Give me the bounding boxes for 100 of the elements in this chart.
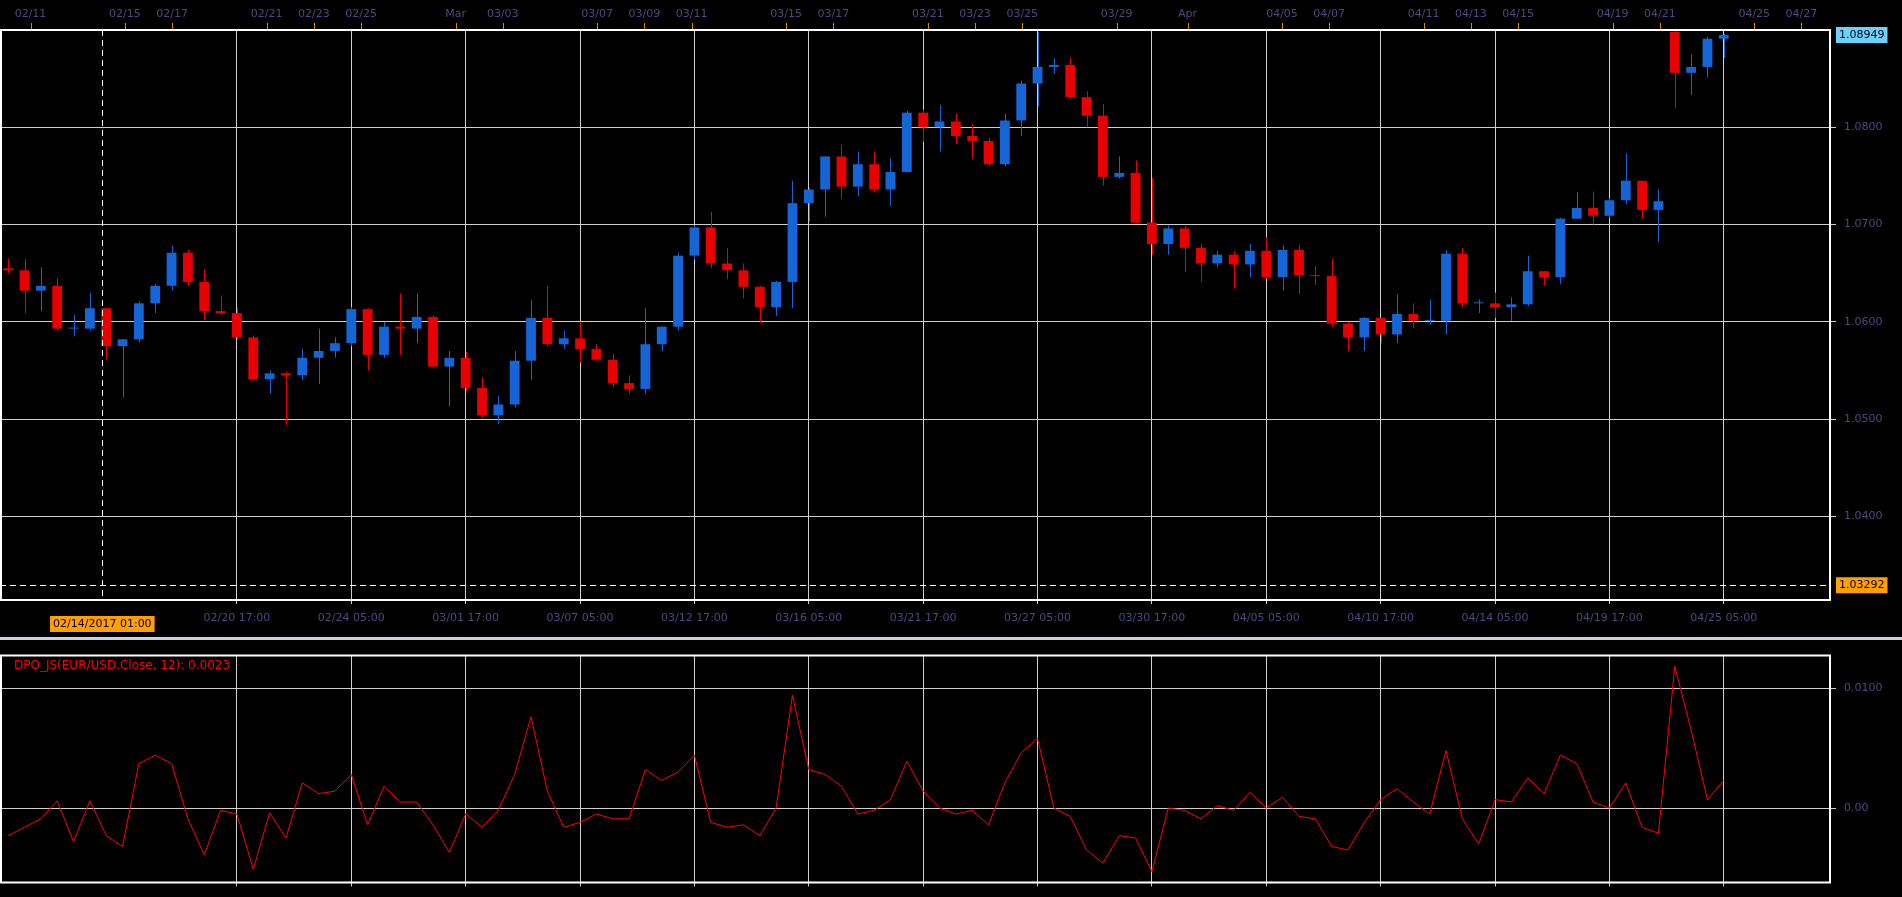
candlestick [1114, 155, 1125, 180]
y-tick-label: 1.0700 [1844, 217, 1883, 231]
x2-tick-label: 04/19 [1596, 7, 1629, 21]
candlestick [967, 123, 978, 159]
x2-tick-label: 03/23 [959, 7, 991, 21]
x-tick-label: 04/14 05:00 [1461, 611, 1529, 625]
x2-tick-label: 04/07 [1313, 7, 1346, 21]
candlestick [1163, 225, 1174, 256]
candlestick [19, 258, 30, 314]
y-tick-label: 1.0500 [1844, 411, 1883, 425]
candlestick [84, 292, 95, 332]
x2-tick-label: Mar [445, 7, 467, 21]
candlestick [264, 369, 275, 395]
candlestick [950, 113, 961, 145]
candlestick [1179, 225, 1190, 273]
x2-tick-label: 04/25 [1738, 7, 1771, 21]
candlestick [1196, 243, 1206, 283]
candlestick [493, 395, 504, 425]
candlestick [803, 187, 814, 223]
candlestick [1408, 302, 1419, 330]
candlestick [411, 293, 422, 344]
candlestick [68, 314, 79, 337]
candlestick [1718, 33, 1729, 59]
x-tick-label: 04/19 17:00 [1575, 611, 1643, 625]
y-tick-label: 1.0400 [1844, 509, 1883, 523]
candlestick [150, 283, 161, 314]
candlestick [852, 151, 863, 197]
ref-line-label: 1.03292 [1839, 578, 1885, 592]
x2-tick-label: 02/15 [109, 7, 141, 21]
candlestick [313, 328, 324, 385]
x2-tick-label: 02/11 [14, 7, 47, 21]
candlestick [1147, 177, 1157, 256]
y-tick-label: 0.0100 [1844, 680, 1883, 694]
candlestick [656, 326, 667, 352]
x-tick-label: 04/05 05:00 [1232, 611, 1300, 625]
x-tick-label: 03/21 17:00 [889, 611, 957, 625]
x2-tick-label: 02/17 [156, 7, 189, 21]
candlestick [607, 353, 618, 388]
x2-tick-label: 03/03 [486, 7, 519, 21]
candlestick [722, 247, 732, 280]
x2-tick-label: 04/13 [1455, 7, 1487, 21]
y-tick-label: 1.0800 [1844, 120, 1883, 134]
candlestick [215, 295, 226, 316]
candlestick [885, 157, 896, 207]
x2-tick-label: 04/21 [1643, 7, 1676, 21]
x2-tick-label: 02/25 [345, 7, 377, 21]
candlestick [330, 336, 340, 359]
candlestick [1310, 265, 1321, 286]
x-tick-label: 03/01 17:00 [432, 611, 500, 625]
candlestick [297, 348, 308, 381]
x-tick-label: 03/07 05:00 [546, 611, 614, 625]
x2-tick-label: 03/21 [911, 7, 944, 21]
candlestick [1473, 298, 1484, 314]
candlestick [918, 109, 929, 143]
x2-tick-label: 03/09 [628, 7, 661, 21]
x-tick-label: 02/24 05:00 [317, 611, 385, 625]
candlestick [1081, 90, 1092, 128]
candlestick [1506, 296, 1517, 322]
candlestick [1571, 191, 1582, 220]
candlestick [558, 330, 569, 350]
chart-title: DPO_JS(EUR/USD.Close, 12): 0.0023 [14, 657, 231, 672]
x2-tick-label: 02/23 [298, 7, 330, 21]
x-tick-label: 04/10 17:00 [1347, 611, 1415, 625]
candlestick [1653, 189, 1664, 243]
candlestick [1620, 153, 1631, 205]
text: 1.08949 [1839, 27, 1885, 41]
candlestick [1424, 298, 1435, 326]
y-tick-label: 0.00 [1844, 800, 1869, 814]
candlestick [1375, 317, 1386, 344]
x-tick-label: 04/25 05:00 [1690, 611, 1758, 625]
candlestick [624, 374, 634, 395]
x2-tick-label: 03/11 [675, 7, 708, 21]
candlestick [1359, 316, 1370, 352]
candlestick [444, 350, 455, 407]
ref-line-label: 02/14/2017 01:00 [53, 616, 152, 630]
candlestick [117, 338, 128, 399]
candlestick [575, 321, 585, 364]
x2-tick-label: 03/29 [1100, 7, 1133, 21]
x-tick-label: 03/27 05:00 [1004, 611, 1071, 625]
x2-tick-label: 04/11 [1407, 7, 1440, 21]
y-tick-label: 1.0600 [1844, 314, 1883, 328]
x2-tick-label: 04/27 [1785, 7, 1818, 21]
candlestick [738, 262, 749, 299]
candlestick [754, 285, 765, 324]
x-tick-label: 03/30 17:00 [1118, 611, 1186, 625]
x2-tick-label: 03/07 [581, 7, 614, 21]
x-tick-label: 03/16 05:00 [775, 611, 843, 625]
x2-tick-label: 03/17 [817, 7, 850, 21]
candlestick [983, 137, 994, 167]
candlestick [1490, 292, 1500, 319]
candlestick [1604, 197, 1615, 219]
candlestick [1343, 321, 1353, 352]
candlestick [1686, 53, 1697, 96]
candlestick [1228, 250, 1239, 290]
candlestick [281, 370, 291, 426]
x2-tick-label: 04/05 [1266, 7, 1298, 21]
x-tick-label: 02/20 17:00 [203, 611, 271, 625]
x2-tick-label: Apr [1178, 7, 1198, 21]
candlestick [395, 293, 406, 356]
candlestick [1245, 243, 1255, 278]
